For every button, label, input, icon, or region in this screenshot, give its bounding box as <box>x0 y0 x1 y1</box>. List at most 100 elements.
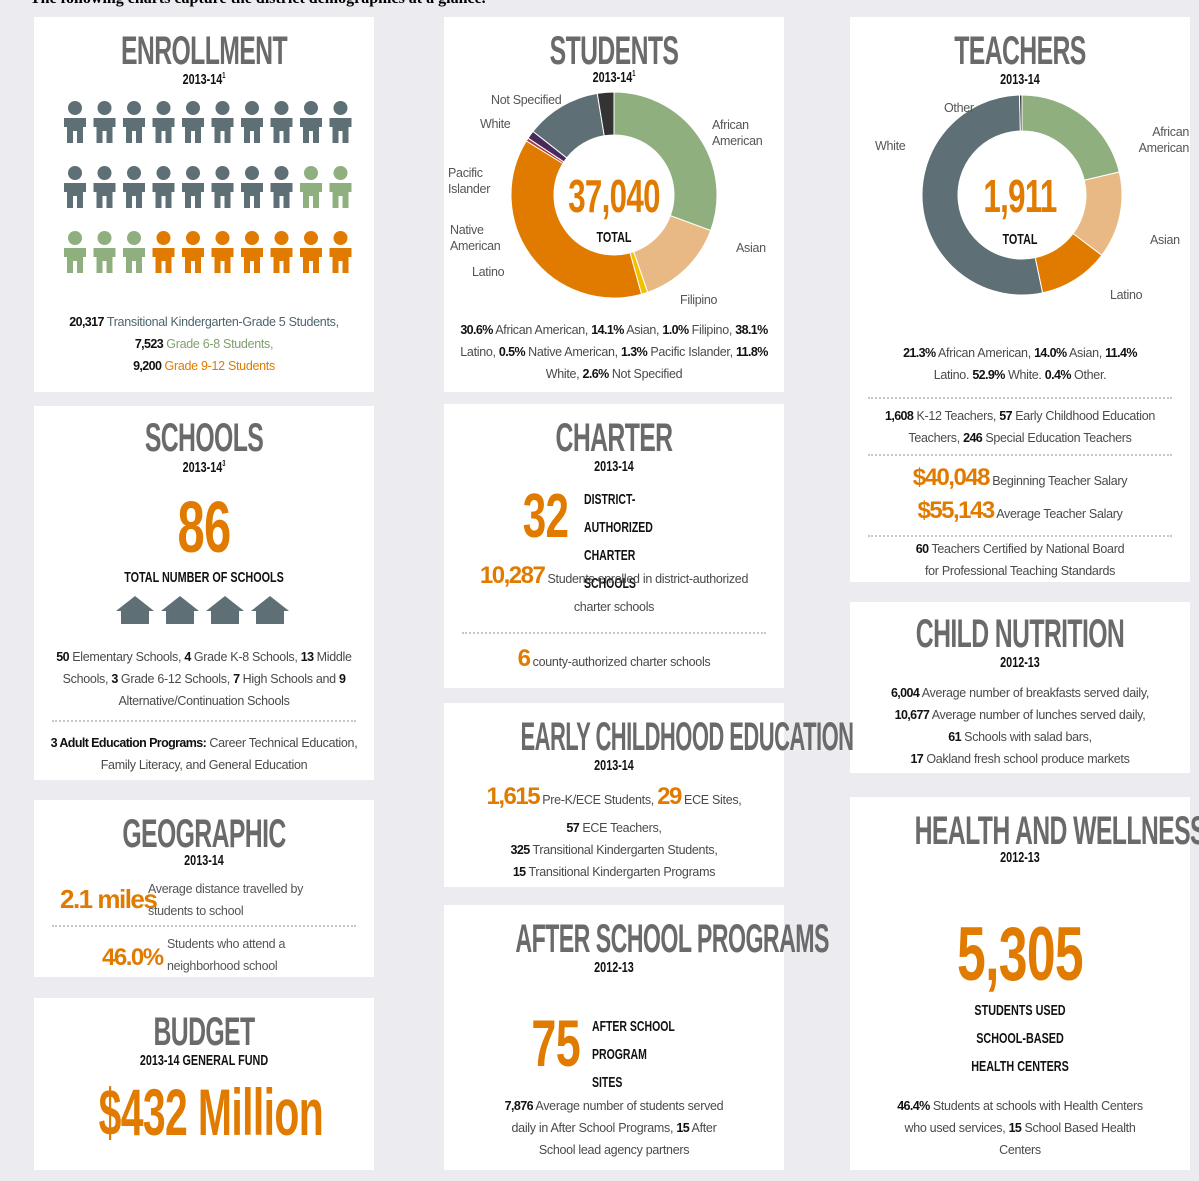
number: 11.4% <box>1105 346 1137 360</box>
number: 0.4% <box>1044 368 1072 382</box>
text: Latino, <box>460 345 496 359</box>
text: 37,040 <box>568 170 660 222</box>
text: Other <box>944 101 974 115</box>
person-icon <box>329 101 352 143</box>
text: 46.0% <box>102 944 164 971</box>
number: 1.3% <box>621 345 648 359</box>
text: 17 <box>910 752 924 766</box>
ab: 46.4% Students at schools with Health Ce… <box>850 1095 1190 1161</box>
ab: 21.3% African American, 14.0% Asian, 11.… <box>850 342 1190 386</box>
text: Native American <box>450 223 501 253</box>
person-icon <box>241 231 263 273</box>
person-head <box>274 231 289 245</box>
person-head <box>156 231 171 245</box>
person-body <box>123 183 145 208</box>
charter-card: CHARTER 2013-14 32 DISTRICT-AUTHORIZED C… <box>444 404 784 688</box>
number: 30.6% <box>460 323 493 337</box>
text: Beginning Teacher Salary <box>992 474 1128 488</box>
teachers-card: TEACHERS 2013-14 1,911 TOTAL African Ame… <box>850 17 1190 582</box>
sep <box>868 397 1172 399</box>
sep <box>52 720 356 722</box>
person-icon <box>182 166 204 208</box>
text: 15 <box>1008 1121 1022 1135</box>
text: Teachers Certified by National Board for… <box>924 542 1125 578</box>
students-card: STUDENTS 2013-141 37,040 TOTAL African A… <box>444 17 784 392</box>
ab: 6,004 Average number of breakfasts serve… <box>850 682 1190 770</box>
element: 7,523 Grade 6-8 Students, <box>48 333 360 355</box>
person-icon <box>270 166 293 208</box>
number: 52.9% <box>972 368 1005 382</box>
element <box>206 596 244 624</box>
person-head <box>127 101 141 115</box>
person-icon <box>64 231 86 273</box>
person-body <box>93 183 116 208</box>
person-body <box>211 183 234 208</box>
text: 3 <box>111 672 118 686</box>
title: ENROLLMENT <box>120 29 288 73</box>
text: Students enrolled in district-authorized… <box>547 572 749 614</box>
ab: 2013-141 <box>492 69 737 86</box>
text: $40,048 <box>912 464 991 491</box>
text: STUDENTS <box>549 29 679 73</box>
text: CHARTER <box>555 416 674 460</box>
text: Asian, <box>626 323 660 337</box>
schools-card: SCHOOLS 2013-143 86 TOTAL NUMBER OF SCHO… <box>34 406 374 780</box>
person-head <box>97 166 112 180</box>
text: Average distance travelled by students t… <box>148 882 304 918</box>
person-icon <box>211 231 234 273</box>
text: Oakland fresh school produce markets <box>926 752 1130 766</box>
ab: 10,287 Students enrolled in district-aut… <box>444 562 784 621</box>
person-head <box>245 166 259 180</box>
intro: The following charts capture the distric… <box>30 0 486 8</box>
text: TOTAL NUMBER OF SCHOOLS <box>124 569 284 586</box>
houses <box>116 596 289 624</box>
person-head <box>215 166 230 180</box>
text: 60 <box>915 542 929 556</box>
person-body <box>152 183 175 208</box>
text: TEACHERS <box>954 29 1086 73</box>
text: 3 Adult Education Programs: <box>50 736 207 750</box>
number: 0.5% <box>498 345 526 359</box>
text: Native American, <box>528 345 618 359</box>
ab: 57 ECE Teachers, 325 Transitional Kinder… <box>444 817 784 883</box>
text: Middle Schools, <box>62 650 352 686</box>
person-head <box>215 231 230 245</box>
text: Other. <box>1074 368 1107 382</box>
element: $55,143 Average Teacher Salary <box>864 496 1176 529</box>
person-icon <box>93 231 116 273</box>
person-icon <box>300 231 322 273</box>
text: Transitional Kindergarten-Grade 5 Studen… <box>106 315 339 329</box>
text: 2013-14 <box>182 71 223 88</box>
person-icon <box>93 166 116 208</box>
text: 15 <box>512 865 526 879</box>
person-head <box>68 231 82 245</box>
person-body <box>93 118 116 143</box>
donut-segment <box>596 91 615 137</box>
text: 1,608 <box>884 409 914 423</box>
person-body <box>241 183 263 208</box>
text: 2013-14 <box>594 757 634 774</box>
text: African American, <box>938 346 1031 360</box>
person-head <box>215 101 230 115</box>
ab: 7,876 Average number of students served … <box>444 1095 784 1161</box>
text: Asian <box>1150 233 1180 247</box>
person-body <box>64 248 86 273</box>
number: 14.1% <box>591 323 624 337</box>
text: 86 <box>177 488 231 568</box>
element: 61 Schools with salad bars, <box>864 726 1176 748</box>
number: 14.0% <box>1034 346 1067 360</box>
ab: 50 Elementary Schools, 4 Grade K-8 Schoo… <box>34 646 374 712</box>
person-head <box>127 166 141 180</box>
text: Transitional Kindergarten Students, <box>532 843 718 857</box>
donut-segment <box>613 91 718 232</box>
health-card: HEALTH AND WELLNESS 2012-13 5,305 STUDEN… <box>850 797 1199 1170</box>
person-icon <box>241 166 263 208</box>
person-body <box>64 118 86 143</box>
person-icon <box>64 166 86 208</box>
text: 2013-14 GENERAL FUND <box>139 1052 269 1069</box>
text: 13 <box>300 650 314 664</box>
text: 2013-14 <box>592 69 633 86</box>
person-head <box>333 166 348 180</box>
text: 7,523 <box>134 337 164 351</box>
person-head <box>245 231 259 245</box>
